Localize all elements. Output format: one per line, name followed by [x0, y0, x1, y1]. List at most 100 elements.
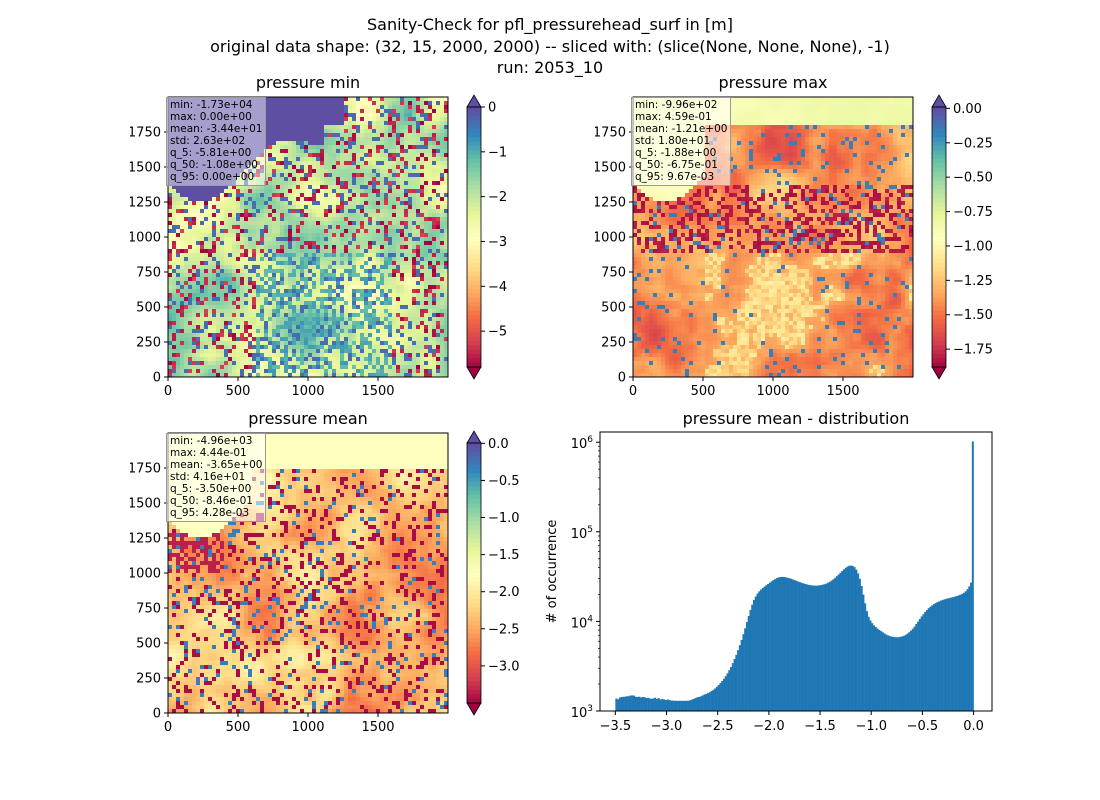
heatmap-cell [192, 225, 197, 230]
heatmap-cell [216, 157, 221, 162]
heatmap-cell [264, 189, 269, 194]
heatmap-cell [320, 209, 325, 214]
heatmap-cell [300, 113, 305, 118]
heatmap-cell [396, 361, 401, 366]
heatmap-cell [324, 177, 329, 182]
heatmap-cell [228, 173, 233, 178]
heatmap-cell [384, 149, 389, 154]
heatmap-cell [284, 317, 289, 322]
heatmap-cell [396, 101, 401, 106]
heatmap-cell [188, 353, 193, 358]
heatmap-cell [388, 145, 393, 150]
heatmap-cell [360, 205, 365, 210]
colorbar-segment [467, 180, 481, 186]
heatmap-cell [300, 281, 305, 286]
heatmap-cell [264, 257, 269, 262]
heatmap-cell [400, 105, 405, 110]
heatmap-cell [428, 293, 433, 298]
heatmap-cell [176, 213, 181, 218]
heatmap-cell [224, 233, 229, 238]
heatmap-cell [376, 289, 381, 294]
heatmap-cell [416, 293, 421, 298]
heatmap-cell [200, 229, 205, 234]
heatmap-cell [360, 233, 365, 238]
heatmap-cell [260, 309, 265, 314]
heatmap-cell [228, 233, 233, 238]
heatmap-cell [284, 109, 289, 114]
heatmap-cell [432, 301, 437, 306]
heatmap-cell [304, 261, 309, 266]
heatmap-cell [404, 249, 409, 254]
heatmap-cell [424, 349, 429, 354]
heatmap-cell [224, 117, 229, 122]
heatmap-cell [304, 213, 309, 218]
heatmap-cell [328, 301, 333, 306]
heatmap-cell [384, 225, 389, 230]
heatmap-cell [272, 209, 277, 214]
heatmap-cell [188, 217, 193, 222]
heatmap-cell [356, 201, 361, 206]
heatmap-cell [412, 153, 417, 158]
heatmap-cell [392, 101, 397, 106]
heatmap-cell [272, 125, 277, 130]
heatmap-cell [200, 345, 205, 350]
heatmap-cell [188, 185, 193, 190]
heatmap-cell [232, 197, 237, 202]
heatmap-cell [296, 181, 301, 186]
heatmap-cell [384, 133, 389, 138]
heatmap-cell [412, 357, 417, 362]
heatmap-cell [180, 97, 185, 102]
heatmap-cell [332, 337, 337, 342]
colorbar-segment [467, 150, 481, 156]
heatmap-cell [276, 177, 281, 182]
heatmap-cell [240, 125, 245, 130]
heatmap-cell [176, 189, 181, 194]
heatmap-cell [388, 213, 393, 218]
heatmap-cell [260, 269, 265, 274]
heatmap-cell [212, 253, 217, 258]
heatmap-cell [424, 281, 429, 286]
heatmap-cell [412, 281, 417, 286]
heatmap-cell [244, 133, 249, 138]
heatmap-cell [256, 101, 261, 106]
heatmap-cell [444, 141, 449, 146]
heatmap-cell [288, 117, 293, 122]
heatmap-cell [172, 361, 177, 366]
heatmap-cell [168, 217, 173, 222]
heatmap-cell [400, 309, 405, 314]
heatmap-cell [428, 101, 433, 106]
heatmap-cell [412, 117, 417, 122]
heatmap-cell [292, 125, 297, 130]
heatmap-cell [168, 289, 173, 294]
heatmap-cell [236, 157, 241, 162]
heatmap-cell [372, 137, 377, 142]
heatmap-cell [220, 145, 225, 150]
heatmap-cell [280, 313, 285, 318]
heatmap-cell [324, 317, 329, 322]
heatmap-cell [436, 181, 441, 186]
heatmap-cell [244, 297, 249, 302]
heatmap-cell [204, 177, 209, 182]
heatmap-cell [256, 105, 261, 110]
heatmap-cell [292, 309, 297, 314]
heatmap-cell [364, 221, 369, 226]
heatmap-cell [416, 317, 421, 322]
colorbar-segment [467, 137, 481, 143]
heatmap-cell [216, 217, 221, 222]
heatmap-cell [192, 349, 197, 354]
heatmap-cell [352, 233, 357, 238]
heatmap-cell [212, 281, 217, 286]
heatmap-cell [200, 105, 205, 110]
colorbar-segment [467, 133, 481, 138]
heatmap-cell [284, 225, 289, 230]
heatmap-cell [332, 217, 337, 222]
heatmap-cell [360, 137, 365, 142]
heatmap-cell [372, 313, 377, 318]
heatmap-cell [284, 321, 289, 326]
heatmap-cell [304, 173, 309, 178]
heatmap-cell [428, 325, 433, 330]
heatmap-cell [388, 149, 393, 154]
heatmap-cell [384, 193, 389, 198]
heatmap-cell [168, 321, 173, 326]
